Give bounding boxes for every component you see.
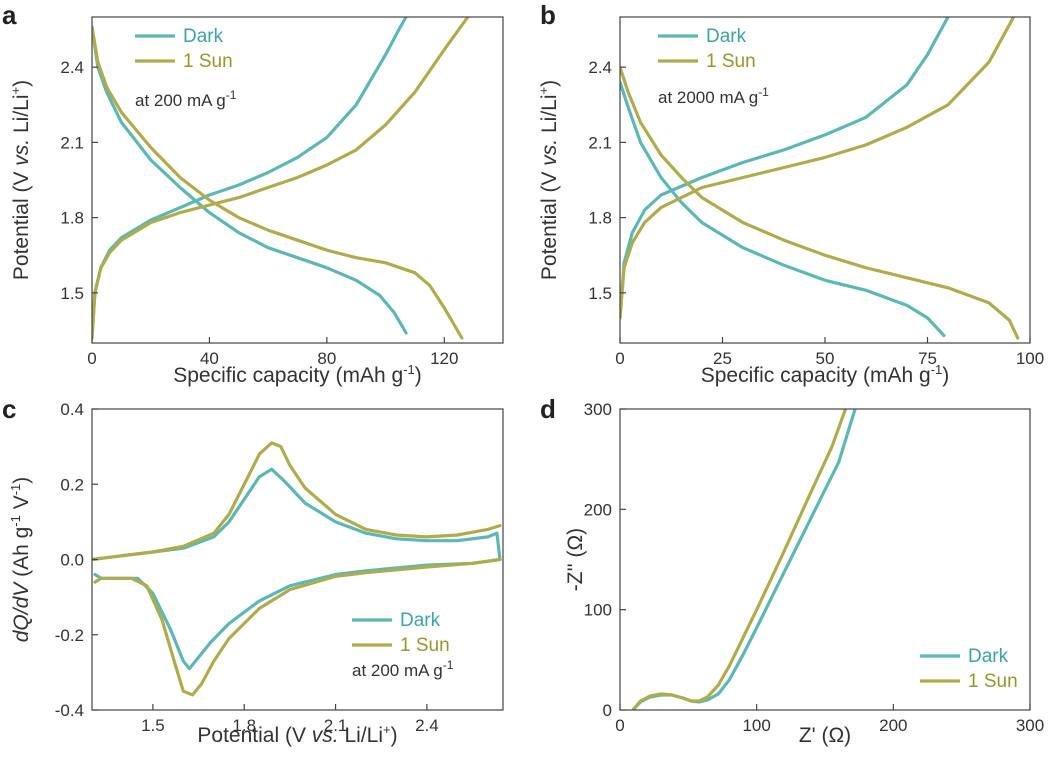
series-1-sun-curve-0 [92, 17, 470, 340]
annotation-current-density: at 2000 mA g-1 [658, 85, 769, 107]
x-tick-label: 75 [918, 349, 937, 368]
legend-label-1-sun: 1 Sun [400, 635, 450, 656]
x-tick-label: 80 [317, 349, 336, 368]
y-tick-label: 2.4 [588, 58, 612, 77]
series-1-sun-curve-1 [620, 65, 1020, 340]
y-tick-label: 0.4 [60, 400, 84, 419]
panel-label-a: a [2, 0, 17, 30]
series-1-sun-curve-1 [92, 25, 464, 340]
panel-label-d: d [540, 394, 556, 424]
annotation-current-density: at 200 mA g-1 [135, 88, 237, 110]
y-tick-label: 1.8 [588, 209, 612, 228]
y-tick-label: 0.0 [60, 551, 84, 570]
x-tick-label: 1.8 [232, 716, 256, 735]
series-1-sun-curve-1 [93, 557, 502, 697]
y-tick-label: 1.5 [588, 284, 612, 303]
y-tick-label: 2.4 [60, 58, 84, 77]
legend-label-dark: Dark [183, 26, 224, 47]
legend-label-1-sun: 1 Sun [183, 51, 233, 72]
series-dark-curve-1 [620, 80, 946, 338]
y-axis-label: Potential (V vs. Li/Li+) [536, 80, 561, 280]
panel-c: c 1.5 1.8 2.1 2.4 -0.4 -0.2 0.0 0.2 0.4 Potential… [2, 394, 504, 747]
x-tick-label: 2.4 [415, 716, 439, 735]
legend-label-dark: Dark [400, 610, 441, 631]
x-tick-label: 1.5 [141, 716, 165, 735]
x-axis-label: Specific capacity (mAh g-1) [701, 362, 950, 387]
legend-label-dark: Dark [968, 646, 1009, 667]
y-axis-label: -Z'' (Ω) [564, 528, 587, 591]
y-tick-label: 1.5 [60, 284, 84, 303]
y-tick-label: 300 [584, 400, 612, 419]
x-tick-label: 0 [615, 349, 624, 368]
x-tick-label: 200 [879, 716, 907, 735]
y-tick-label: 1.8 [60, 209, 84, 228]
series-1-sun-curve-0 [92, 441, 502, 562]
y-tick-label: -0.4 [55, 701, 84, 720]
series-1-sun-curve-0 [632, 409, 848, 710]
legend-label-dark: Dark [706, 26, 747, 47]
panel-d: d 0 100 200 300 0 100 200 300 Z' (Ω) -Z'' (Ω) Dark… [540, 394, 1044, 747]
panel-label-c: c [2, 394, 16, 424]
series-dark-curve-0 [620, 17, 950, 320]
x-tick-label: 2.1 [324, 716, 348, 735]
y-tick-label: 100 [584, 601, 612, 620]
x-tick-label: 0 [87, 349, 96, 368]
panel-a: a 0 40 80 120 1.5 1.8 2.1 2.4 Specific capacity … [2, 0, 504, 387]
series-1-sun-curve-0 [620, 17, 1016, 320]
series-dark-curve-0 [92, 467, 502, 562]
series-dark-curve-1 [92, 25, 408, 335]
plot-frame [91, 16, 504, 344]
x-tick-label: 40 [200, 349, 219, 368]
series-dark-curve-0 [92, 17, 408, 340]
x-tick-label: 100 [742, 716, 770, 735]
y-tick-label: 200 [584, 500, 612, 519]
y-tick-label: 0.2 [60, 475, 84, 494]
y-axis-label: Potential (V vs. Li/Li+) [8, 80, 33, 280]
x-tick-label: 50 [816, 349, 835, 368]
plot-frame [619, 408, 1031, 711]
x-tick-label: 25 [713, 349, 732, 368]
series-dark-curve-0 [632, 409, 857, 710]
panel-b: b 0 25 50 75 100 1.5 1.8 2.1 2.4 Specific capacit… [536, 0, 1044, 387]
x-axis-label: Potential (V vs. Li/Li+) [197, 722, 397, 747]
panel-label-b: b [540, 0, 556, 30]
legend-label-1-sun: 1 Sun [968, 671, 1018, 692]
y-tick-label: 0 [603, 701, 612, 720]
y-tick-label: 2.1 [60, 133, 84, 152]
x-tick-label: 300 [1016, 716, 1044, 735]
x-tick-label: 120 [430, 349, 458, 368]
annotation-current-density: at 200 mA g-1 [352, 658, 454, 680]
x-tick-label: 100 [1016, 349, 1044, 368]
legend-label-1-sun: 1 Sun [706, 51, 756, 72]
x-tick-label: 0 [615, 716, 624, 735]
y-axis-label: dQ/dV (Ah g-1 V-1) [8, 477, 33, 643]
y-tick-label: -0.2 [55, 626, 84, 645]
x-axis-label: Specific capacity (mAh g-1) [173, 362, 422, 387]
x-axis-label: Z' (Ω) [799, 724, 851, 747]
y-tick-label: 2.1 [588, 133, 612, 152]
